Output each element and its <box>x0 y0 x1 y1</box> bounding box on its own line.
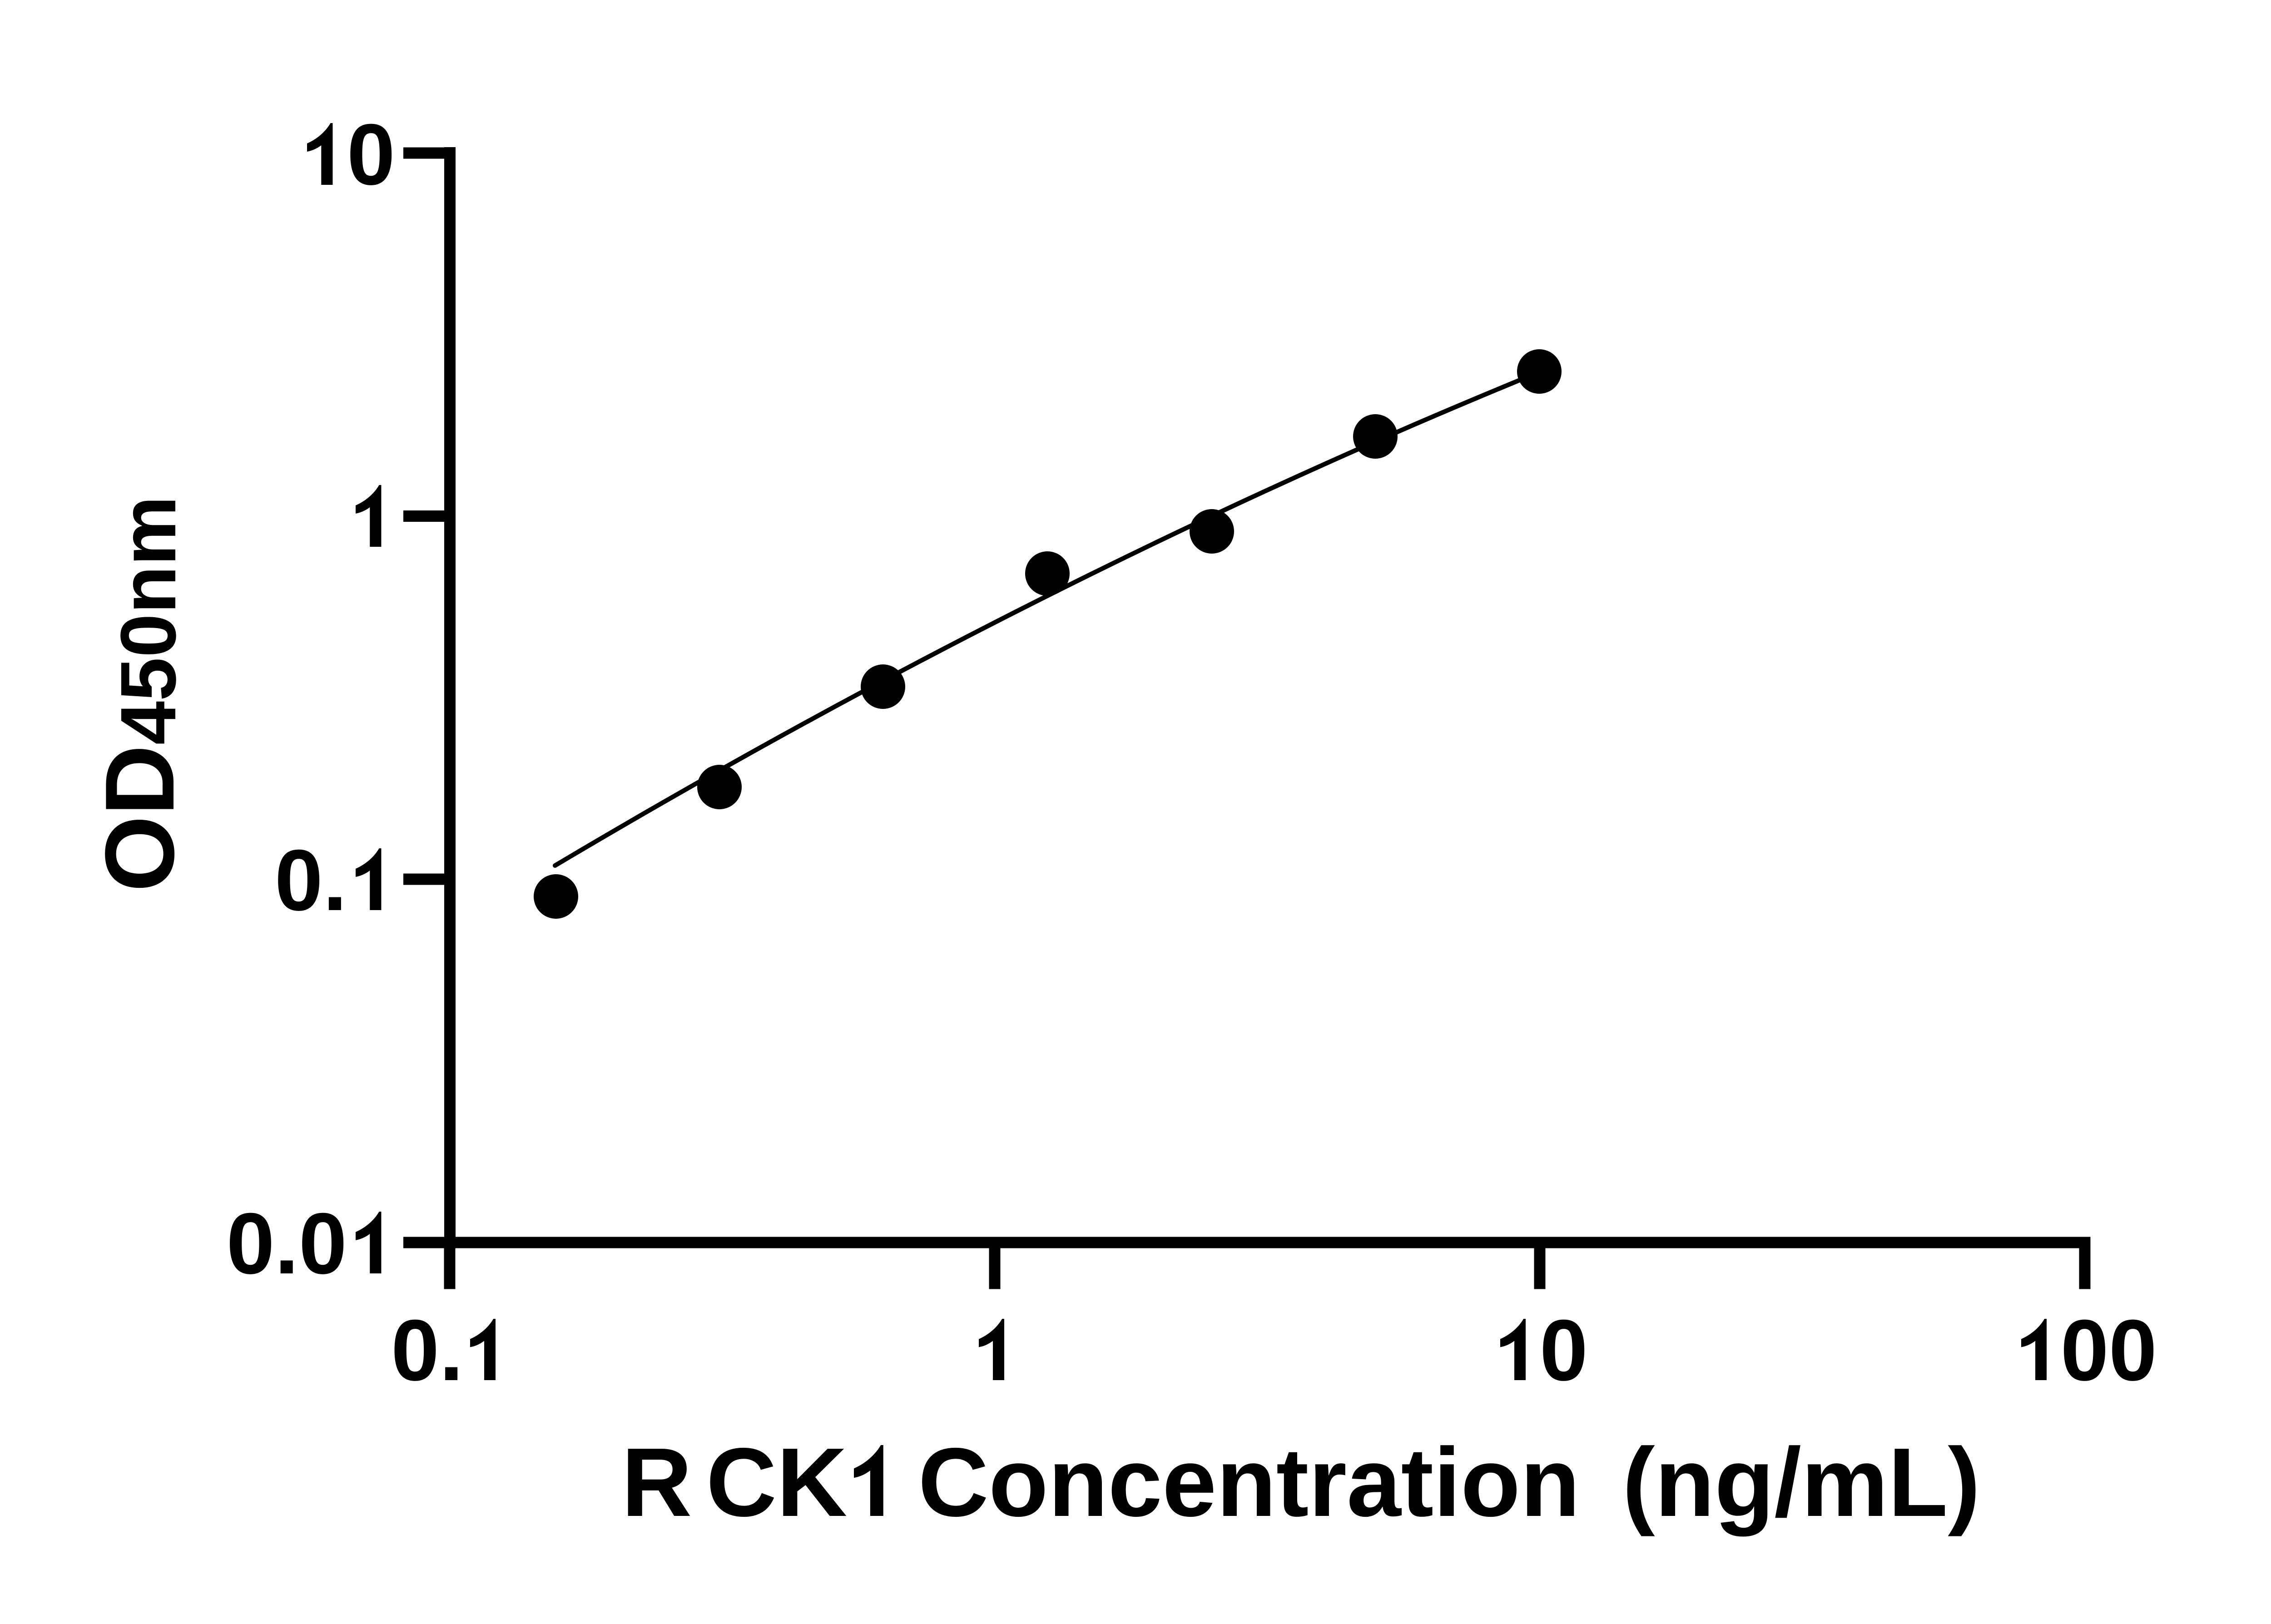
svg-text:0.: 0. <box>391 1302 463 1399</box>
svg-text:(ng/mL): (ng/mL) <box>1622 1427 1980 1537</box>
svg-text:0: 0 <box>1540 1302 1588 1399</box>
svg-text:0: 0 <box>347 106 395 203</box>
svg-text:OD450nm: OD450nm <box>84 496 194 892</box>
svg-text:00: 00 <box>2061 1302 2157 1399</box>
svg-text:0.: 0. <box>275 832 347 929</box>
svg-text:R: R <box>621 1427 692 1537</box>
svg-text:0.0: 0.0 <box>226 1195 347 1292</box>
svg-text:Concentration: Concentration <box>918 1427 1580 1537</box>
svg-text:CK: CK <box>706 1427 848 1537</box>
